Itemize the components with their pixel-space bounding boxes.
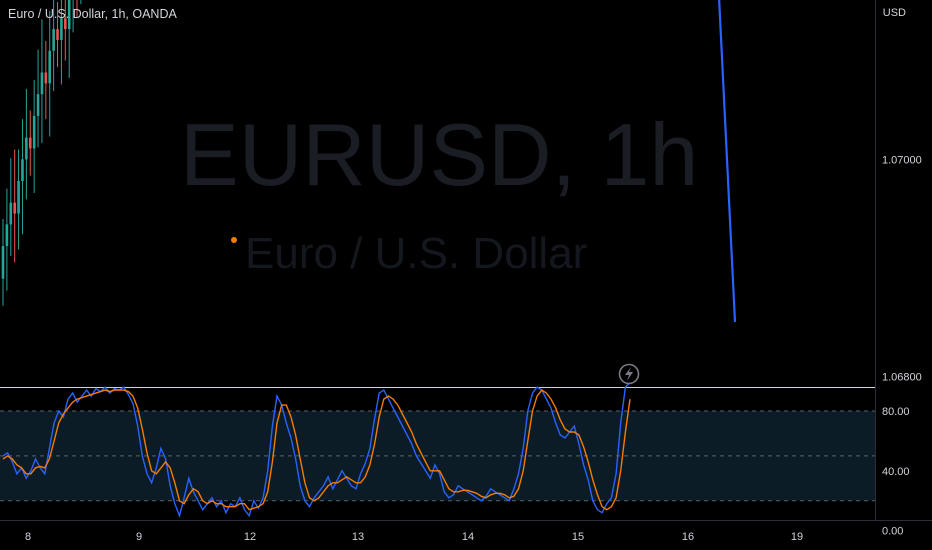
candle-body <box>32 115 36 149</box>
candlestick-series <box>1 0 237 306</box>
candle-body <box>67 0 71 30</box>
candle-body <box>1 246 5 279</box>
candle-body <box>21 159 24 181</box>
watermark-symbol: EURUSD, 1h <box>180 105 698 204</box>
candle-body <box>52 29 55 51</box>
axis-currency-label[interactable]: USD <box>882 7 906 19</box>
stochastic-pane <box>0 382 875 518</box>
candle-body <box>40 72 44 95</box>
event-marker <box>231 237 237 243</box>
chart-title: Euro / U.S. Dollar, 1h, OANDA <box>8 7 177 21</box>
candle-body <box>36 94 40 116</box>
axes: 1.082001.080001.078001.076001.074001.072… <box>25 154 922 543</box>
candle-body <box>5 224 9 247</box>
time-tick-label: 14 <box>462 531 474 543</box>
time-tick-label: 8 <box>25 531 31 543</box>
price-tick-label: 1.07000 <box>882 154 922 166</box>
stoch-tick-label: 40.00 <box>882 466 910 478</box>
candle-body <box>44 72 48 84</box>
time-tick-label: 16 <box>682 531 694 543</box>
candle-body <box>48 50 52 84</box>
candle-body <box>60 18 63 40</box>
candle-body <box>25 137 28 160</box>
candle-body <box>17 181 20 214</box>
candle-body <box>56 29 59 40</box>
stoch-d-line <box>2 389 631 511</box>
stoch-tick-label: 0.00 <box>882 526 903 538</box>
watermark-description: Euro / U.S. Dollar <box>245 229 587 278</box>
price-tick-label: 1.06800 <box>882 371 922 383</box>
time-tick-label: 19 <box>791 531 803 543</box>
stoch-k-line <box>2 382 631 518</box>
time-tick-label: 9 <box>136 531 142 543</box>
stoch-tick-label: 80.00 <box>882 406 910 418</box>
grid <box>0 0 932 521</box>
candle-body <box>9 202 13 225</box>
time-tick-label: 15 <box>572 531 584 543</box>
candle-body <box>13 202 16 214</box>
candle-body <box>64 18 67 30</box>
lightning-icon[interactable] <box>618 363 640 385</box>
candle-body <box>28 137 32 149</box>
time-tick-label: 13 <box>352 531 364 543</box>
time-tick-label: 12 <box>244 531 256 543</box>
